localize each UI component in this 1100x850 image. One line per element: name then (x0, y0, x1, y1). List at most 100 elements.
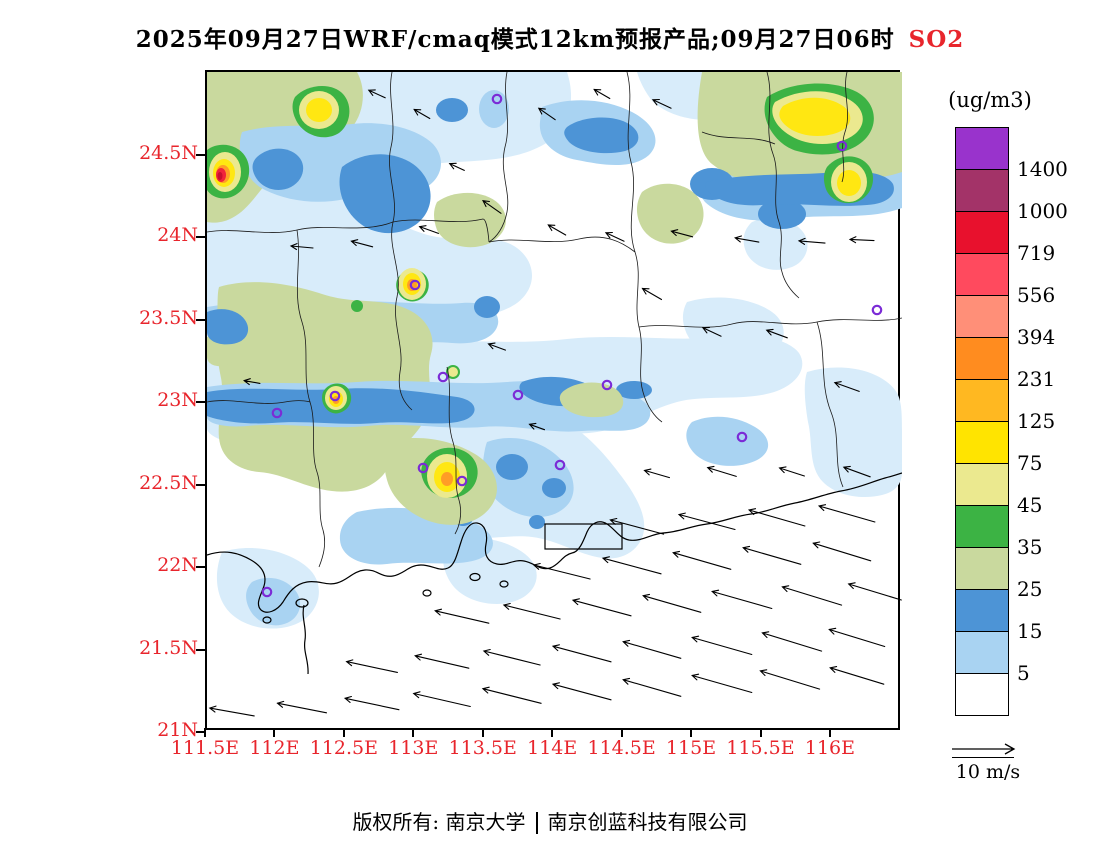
wind-arrow (847, 582, 902, 601)
colorbar-cell (955, 253, 1009, 296)
lon-tick (481, 728, 484, 737)
wind-arrow (367, 89, 386, 99)
colorbar-level-label: 125 (1017, 409, 1056, 433)
lon-tick (759, 728, 762, 737)
wind-arrows-layer (208, 88, 902, 717)
wind-arrow (547, 224, 567, 236)
wind-arrow (487, 342, 507, 351)
station-marker (871, 304, 883, 316)
lon-tick (690, 728, 693, 737)
wind-arrow (532, 562, 591, 580)
lon-tick (620, 728, 623, 737)
wind-arrow (691, 673, 753, 694)
lat-tick-label: 21.5N (139, 636, 198, 659)
wind-arrow (828, 627, 886, 648)
colorbar-level-label: 15 (1017, 619, 1043, 643)
wind-arrow (413, 108, 431, 120)
station-marker (836, 140, 848, 152)
colorbar-cell (955, 631, 1009, 674)
wind-arrow (601, 556, 662, 575)
lat-tick-label: 22N (157, 554, 198, 577)
lon-tick-label: 115.5E (726, 737, 795, 759)
station-marker (329, 390, 341, 402)
colorbar-cell (955, 673, 1009, 716)
colorbar-cell (955, 379, 1009, 422)
wind-reference-arrow (952, 743, 1016, 755)
colorbar-level-label: 45 (1017, 493, 1043, 517)
wind-arrow (609, 517, 665, 535)
wind-arrow (571, 598, 632, 617)
lat-tick-label: 21N (157, 719, 198, 741)
station-marker (409, 279, 421, 291)
lat-tick (196, 236, 205, 239)
wind-arrow (276, 700, 328, 714)
lon-tick-label: 111.5E (170, 737, 240, 759)
lat-tick-label: 22.5N (139, 471, 198, 494)
colorbar-cell (955, 169, 1009, 212)
wind-arrow (242, 378, 261, 386)
lon-tick-label: 115E (666, 737, 717, 759)
colorbar-cell (955, 127, 1009, 170)
lon-tick-label: 116E (804, 737, 856, 759)
lon-tick (412, 728, 415, 737)
chart-title-species: SO2 (908, 26, 965, 53)
colorbar-level-label: 719 (1017, 241, 1056, 265)
colorbar-level-label: 1000 (1017, 199, 1068, 223)
station-marker (261, 586, 273, 598)
copyright-footer: 版权所有: 南京大学 南京创蓝科技有限公司 (0, 806, 1100, 835)
lon-tick-label: 112E (249, 737, 300, 759)
wind-arrow (414, 653, 470, 669)
station-marker (456, 475, 468, 487)
wind-arrow (604, 231, 625, 242)
contour-fill-high-hotspot (216, 168, 226, 182)
lon-tick-label: 114E (527, 737, 578, 759)
station-marker (417, 462, 429, 474)
colorbar-cell (955, 547, 1009, 590)
colorbar-cell (955, 295, 1009, 338)
wind-arrow (842, 465, 871, 478)
station-marker (512, 389, 524, 401)
wind-arrow (706, 465, 737, 477)
wind-arrow (642, 593, 702, 613)
chart-title: 2025年09月27日WRF/cmaq模式12km预报产品;09月27日06时 S… (0, 20, 1100, 54)
wind-arrow (418, 225, 439, 234)
wind-arrow (528, 422, 546, 431)
footer-company: 南京创蓝科技有限公司 (547, 810, 748, 834)
wind-arrow (502, 602, 561, 620)
wind-arrow (711, 589, 773, 610)
lat-tick-label: 24.5N (139, 142, 198, 164)
wind-speed-label: 10 m/s (955, 761, 1021, 783)
wind-arrow (208, 705, 255, 717)
so2-contour-map (207, 72, 902, 717)
wind-arrow (672, 550, 732, 570)
wind-arrow (833, 381, 860, 392)
station-markers-layer (261, 93, 883, 598)
lat-tick (196, 318, 205, 321)
lon-tick (204, 728, 206, 737)
station-marker (554, 459, 566, 471)
colorbar-level-label: 25 (1017, 577, 1043, 601)
lon-tick-label: 113E (388, 737, 439, 759)
lon-tick-label: 112.5E (309, 737, 378, 759)
wind-arrow (622, 639, 682, 659)
lat-tick (196, 154, 205, 156)
wind-arrow (812, 541, 872, 562)
wind-arrow (622, 677, 682, 697)
wind-arrow (482, 648, 541, 666)
colorbar-unit-label: (ug/m3) (948, 88, 1032, 112)
wind-arrow (593, 88, 611, 100)
map-plot (205, 70, 902, 730)
colorbar-level-label: 75 (1017, 451, 1043, 475)
lat-tick-label: 23N (157, 389, 198, 412)
footer-divider (535, 812, 538, 834)
colorbar-cell (955, 211, 1009, 254)
wind-arrow (651, 98, 672, 109)
wind-arrow (778, 466, 805, 477)
wind-arrow (765, 328, 788, 339)
wind-arrow (701, 326, 722, 337)
colorbar-level-label: 556 (1017, 283, 1056, 307)
wind-arrow (448, 162, 465, 171)
wind-arrow (551, 644, 612, 663)
lat-tick-label: 23.5N (139, 306, 198, 329)
